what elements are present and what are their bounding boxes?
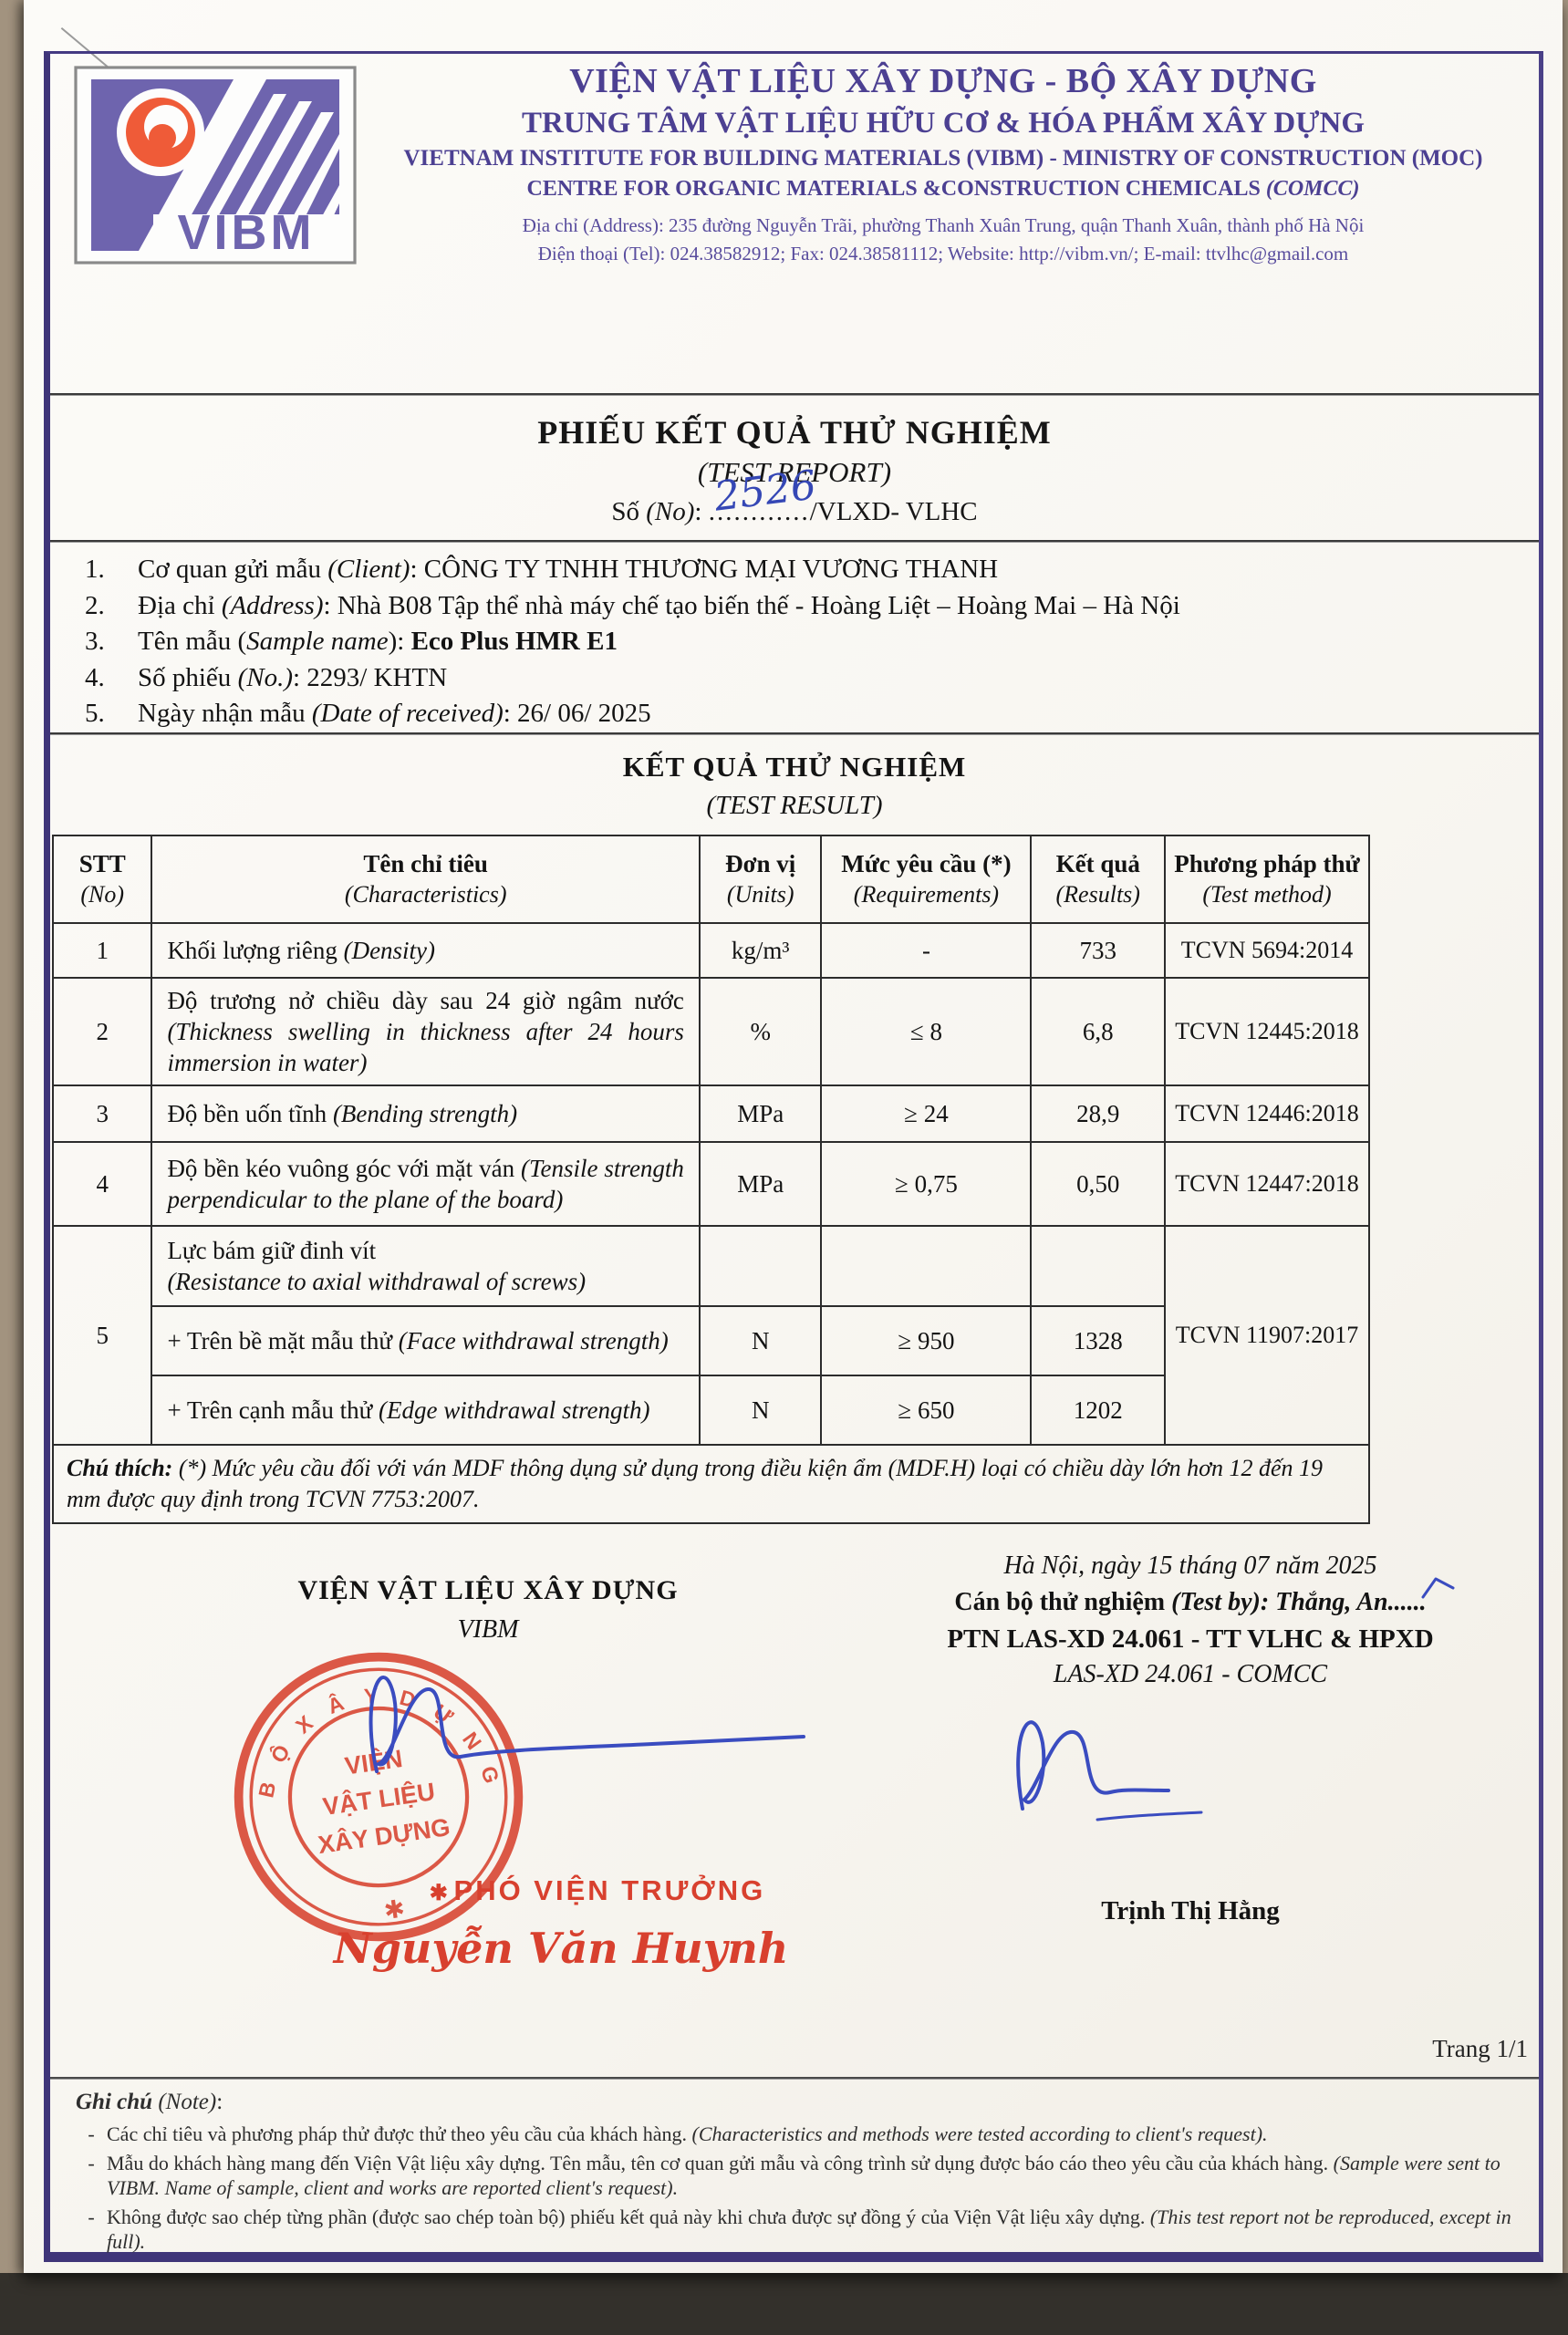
blue-tick-mark xyxy=(1420,1575,1457,1607)
col-unit: Đơn vị (Units) xyxy=(698,835,823,924)
document-border-frame: VIBM VIỆN VẬT LIỆU XÂY DỰNG - BỘ XÂY DỰN… xyxy=(44,51,1543,2262)
tester-signature xyxy=(990,1692,1282,1852)
signoff-right-block: Hà Nội, ngày 15 tháng 07 năm 2025 Cán bộ… xyxy=(862,1548,1519,1692)
deputy-director-title: ✱ PHÓ VIỆN TRƯỞNG xyxy=(429,1874,766,1906)
contact-line: Điện thoại (Tel): 024.38582912; Fax: 024… xyxy=(537,243,1349,265)
center-name-en: CENTRE FOR ORGANIC MATERIALS &CONSTRUCTI… xyxy=(526,177,1360,201)
divider xyxy=(50,732,1539,735)
info-client: 1. Cơ quan gửi mẫu (Client): CÔNG TY TNH… xyxy=(85,555,999,584)
divider xyxy=(50,540,1539,543)
vibm-logo-text: VIBM xyxy=(178,205,316,260)
institute-abbr: VIBM xyxy=(457,1615,519,1644)
table-row: 2 Độ trương nở chiều dày sau 24 giờ ngâm… xyxy=(51,977,1370,1086)
stamp-star: ✱ xyxy=(382,1894,407,1925)
vibm-logo-icon: VIBM xyxy=(73,65,358,265)
address-line: Địa chỉ (Address): 235 đường Nguyễn Trãi… xyxy=(522,214,1365,236)
table-row: 3 Độ bền uốn tĩnh (Bending strength) MPa… xyxy=(51,1084,1370,1143)
table-row: 5 Lực bám giữ đinh vít (Resistance to axi… xyxy=(51,1225,1370,1446)
report-title-en: (TEST REPORT) xyxy=(697,456,892,488)
notes-label: Ghi chú (Note): xyxy=(76,2090,223,2114)
tester-name: Trịnh Thị Hằng xyxy=(1101,1896,1280,1925)
note-item: - Không được sao chép từng phần (được sa… xyxy=(88,2205,1511,2253)
note-item: - Mẫu do khách hàng mang đến Viện Vật li… xyxy=(88,2152,1501,2199)
table-header-row: STT (No) Tên chỉ tiêu (Characteristics) Đơ… xyxy=(51,835,1370,924)
handwritten-report-number: 2526 xyxy=(711,462,819,521)
table-row: + Trên cạnh mẫu thử (Edge withdrawal str… xyxy=(53,1375,1369,1446)
deputy-signature xyxy=(306,1636,816,1796)
org-name-vi: VIỆN VẬT LIỆU XÂY DỰNG - BỘ XÂY DỰNG xyxy=(569,62,1317,100)
col-req: Mức yêu cầu (*) (Requirements) xyxy=(820,835,1033,924)
letterhead: VIỆN VẬT LIỆU XÂY DỰNG - BỘ XÂY DỰNG TRU… xyxy=(351,59,1535,268)
table-row: + Trên bề mặt mẫu thử (Face withdrawal s… xyxy=(53,1305,1369,1376)
info-number: 4. Số phiếu (No.): 2293/ KHTN xyxy=(85,662,448,692)
institute-name: VIỆN VẬT LIỆU XÂY DỰNG xyxy=(297,1575,679,1605)
report-title-block: PHIẾU KẾT QUẢ THỬ NGHIỆM (TEST REPORT) S… xyxy=(50,411,1539,532)
info-sample-name: 3. Tên mẫu (Sample name): Eco Plus HMR E… xyxy=(85,627,618,656)
table-footnote-row: Chú thích: (*) Mức yêu cầu đối với ván M… xyxy=(52,1444,1370,1524)
org-name-en: VIETNAM INSTITUTE FOR BUILDING MATERIALS… xyxy=(403,146,1483,171)
col-method: Phương pháp thử (Test method) xyxy=(1164,835,1370,924)
center-name-vi: TRUNG TÂM VẬT LIỆU HỮU CƠ & HÓA PHẨM XÂY… xyxy=(521,107,1366,140)
footer-notes: Ghi chú (Note): - Các chỉ tiêu và phương… xyxy=(76,2088,1513,2254)
scan-background-band xyxy=(0,2273,1568,2335)
info-date-received: 5. Ngày nhận mẫu (Date of received): 26/… xyxy=(85,699,651,728)
col-name: Tên chỉ tiêu (Characteristics) xyxy=(151,835,701,924)
sample-info-list: 1. Cơ quan gửi mẫu (Client): CÔNG TY TNH… xyxy=(85,552,1517,732)
report-title-vi: PHIẾU KẾT QUẢ THỬ NGHIỆM xyxy=(537,414,1052,451)
col-res: Kết quả (Results) xyxy=(1030,835,1167,924)
col-stt: STT (No) xyxy=(51,835,153,924)
info-address: 2. Địa chỉ (Address): Nhà B08 Tập thể nh… xyxy=(85,590,1180,620)
header-divider xyxy=(50,393,1539,396)
place-date-line: Hà Nội, ngày 15 tháng 07 năm 2025 xyxy=(1003,1551,1377,1580)
deputy-director-name: Nguyễn Văn Huynh xyxy=(333,1924,789,1973)
lab-code-line-en: LAS-XD 24.061 - COMCC xyxy=(1053,1660,1328,1688)
table-row: 1 Khối lượng riêng (Density) kg/m³ - 733… xyxy=(51,922,1370,979)
result-title-en: (TEST RESULT) xyxy=(706,791,883,820)
result-table: STT (No) Tên chỉ tiêu (Characteristics) Đơ… xyxy=(51,835,1370,1524)
footer-divider xyxy=(50,2077,1539,2080)
test-by-line: Cán bộ thử nghiệm (Test by): Thắng, An..… xyxy=(954,1588,1427,1616)
lab-code-line: PTN LAS-XD 24.061 - TT VLHC & HPXD xyxy=(947,1624,1434,1654)
note-item: - Các chỉ tiêu và phương pháp thử được t… xyxy=(88,2122,1268,2145)
page-number: Trang 1/1 xyxy=(1432,2035,1528,2062)
result-title-vi: KẾT QUẢ THỬ NGHIỆM xyxy=(622,751,967,783)
stamp-line3: XÂY DỰNG xyxy=(317,1812,452,1859)
table-row: 4 Độ bền kéo vuông góc với mặt ván (Tens… xyxy=(51,1141,1370,1227)
report-number-line: Số (No): 2526 ............/VLXD- VLHC xyxy=(611,462,978,526)
